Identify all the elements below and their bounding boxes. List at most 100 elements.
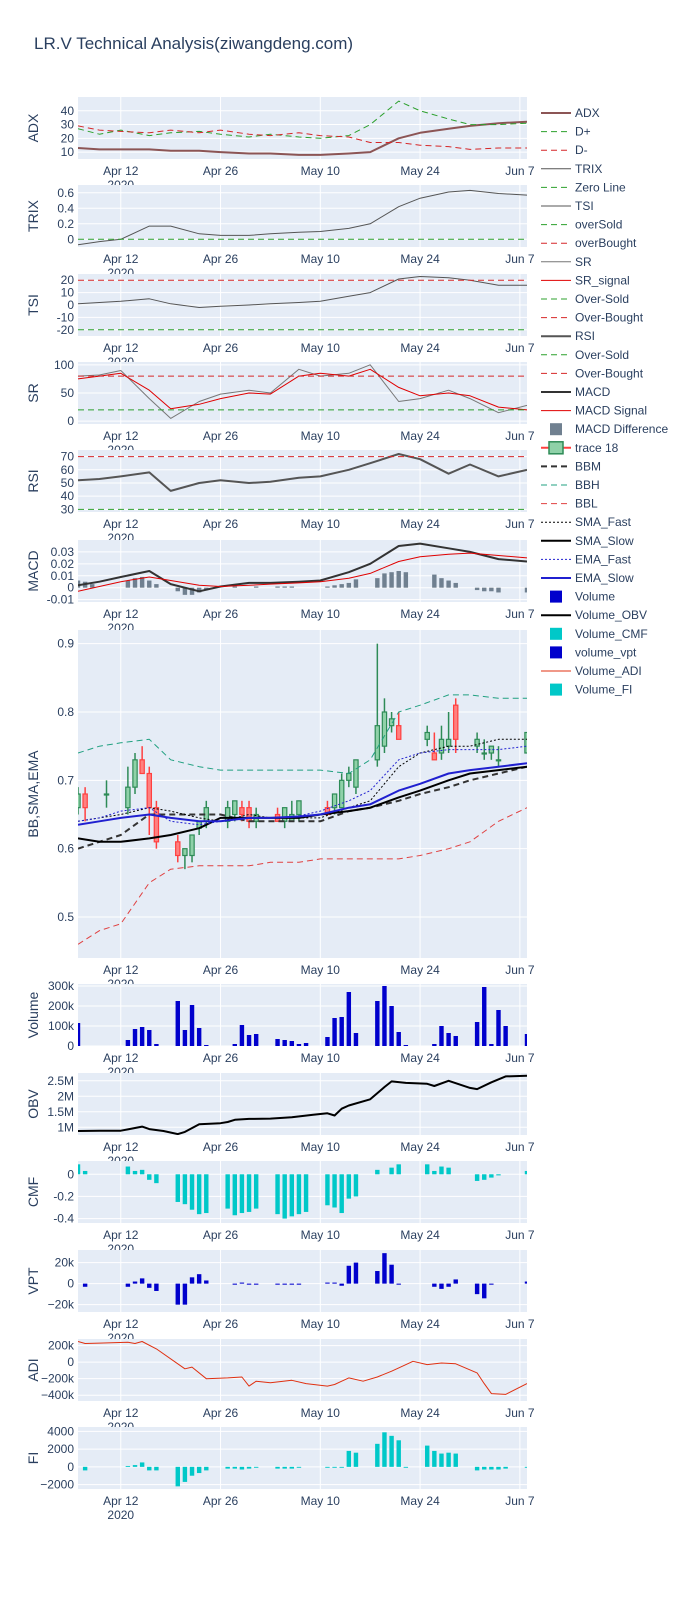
volume-cmf-bar: [524, 1170, 527, 1175]
volume-cmf-bar: [132, 1170, 138, 1175]
legend-label: Over-Sold: [575, 292, 629, 306]
fi-x-tick-label: May 24: [400, 1494, 440, 1508]
bb-sma-ema-y-tick-label: 0.5: [57, 910, 74, 924]
volume-y-tick-label: 300k: [48, 979, 75, 993]
legend-item-rsi: RSI: [541, 329, 595, 343]
adi-x-tick-label: Apr 12: [103, 1406, 139, 1420]
rsi-x-tick-label: Apr 26: [203, 517, 239, 531]
volume-bar: [446, 1033, 451, 1046]
macd-difference-bar: [489, 587, 494, 592]
macd-difference-bar: [339, 584, 344, 588]
obv-y-tick-label: 1.5M: [47, 1105, 74, 1119]
volume-fi-bar: [425, 1445, 430, 1467]
d-line: [78, 100, 527, 139]
adi-y-tick-label: 0: [67, 1355, 74, 1369]
volume-vpt-bar: [482, 1283, 487, 1299]
volume-vpt-bar: [325, 1282, 330, 1284]
rsi-x-tick-label: May 10: [301, 517, 341, 531]
legend-label: Over-Bought: [575, 311, 644, 325]
volume-bar: [125, 1040, 131, 1046]
volume-cmf-bar: [189, 1174, 195, 1210]
tsi-y-tick-label: 10: [61, 286, 75, 300]
legend-item-trace-18: trace 18: [541, 441, 619, 455]
fi-y-axis-title: FI: [25, 1452, 41, 1464]
candle-body: [281, 807, 288, 822]
volume-cmf-bar: [353, 1174, 359, 1197]
tsi-marks: [78, 276, 527, 331]
macd-x-tick-label: May 24: [400, 607, 440, 621]
volume-cmf-bar: [303, 1174, 309, 1212]
volume-fi-bar: [353, 1452, 359, 1467]
adi-x-tick-label: May 24: [400, 1406, 440, 1420]
volume-vpt-bar: [239, 1282, 245, 1284]
legend-swatch: [548, 441, 564, 455]
macd-x-tick-label: Apr 26: [203, 607, 239, 621]
obv-y-tick-label: 2.5M: [47, 1074, 74, 1088]
tsi-y-tick-label: -10: [57, 310, 75, 324]
legend-item-ema-fast: EMA_Fast: [541, 552, 632, 566]
volume-vpt-bar: [125, 1283, 131, 1287]
macd-y-tick-label: 0: [67, 581, 74, 595]
volume-y-tick-label: 0: [67, 1039, 74, 1053]
macd-line: [78, 542, 527, 593]
volume-cmf-bar: [239, 1174, 245, 1214]
volume-cmf-bar: [332, 1174, 337, 1208]
volume-fi-bar: [389, 1435, 394, 1467]
volume-bar: [339, 1017, 344, 1046]
macd-difference-bar: [439, 578, 444, 588]
macd-marks: [78, 542, 527, 595]
volume-bar: [139, 1027, 145, 1046]
sr-x-tick-label: Apr 12: [103, 429, 139, 443]
ema-fast-line: [78, 745, 527, 826]
legend-label: volume_vpt: [575, 645, 637, 659]
legend-item-over-bought: Over-Bought: [541, 366, 644, 380]
macd-difference-bar: [147, 580, 152, 588]
obv-x-tick-label: Apr 12: [103, 1140, 139, 1154]
legend-label: SR_signal: [575, 273, 630, 287]
volume-vpt-bar: [82, 1283, 88, 1287]
candle-body: [153, 807, 160, 843]
legend-label: overSold: [575, 218, 622, 232]
volume-fi-bar: [296, 1466, 302, 1468]
volume-bar: [78, 1023, 81, 1046]
volume-cmf-bar: [396, 1164, 401, 1175]
legend-swatch: [550, 683, 562, 696]
volume-cmf-bar: [439, 1166, 444, 1175]
macd-difference-bar: [154, 584, 159, 588]
obv-x-tick-label: Jun 7: [505, 1140, 535, 1154]
legend-label: D-: [575, 143, 588, 157]
tsi-x-tick-label: Apr 26: [203, 341, 239, 355]
volume-bar: [147, 1030, 152, 1046]
candle-body: [438, 738, 445, 754]
macd-difference-bar: [232, 586, 238, 588]
obv-plot-area: [78, 1073, 527, 1135]
legend-item-sr: SR: [541, 255, 592, 269]
volume-vpt-bar: [346, 1265, 352, 1284]
volume-fi-bar: [82, 1466, 88, 1471]
candle-body: [424, 731, 430, 740]
volume-fi-bar: [396, 1440, 401, 1467]
volume-vpt-bar: [353, 1262, 359, 1284]
legend-label: Volume_FI: [575, 683, 632, 697]
legend-item-oversold: overSold: [541, 218, 622, 232]
volume-bar: [196, 1028, 202, 1046]
volume-bar: [204, 1045, 209, 1046]
macd-difference-bar: [175, 587, 180, 592]
volume-vpt-bar: [446, 1283, 451, 1287]
volume-bar: [253, 1034, 259, 1046]
obv-y-axis-title: OBV: [25, 1089, 41, 1119]
rsi-x-tick-label: May 24: [400, 517, 440, 531]
volume-cmf-bar: [339, 1174, 344, 1214]
candle-body: [495, 759, 502, 762]
fi-panel: Apr 12 Apr 26 May 10 May 24 Jun 7 2020 −2000 0 2…: [25, 1424, 535, 1522]
volume-fi-bar: [382, 1432, 387, 1467]
volume-cmf-bar: [289, 1174, 295, 1217]
macd-x-tick-label: Apr 12: [103, 607, 139, 621]
rsi-panel: Apr 12 Apr 26 May 10 May 24 Jun 720203040506…: [25, 450, 535, 545]
volume-cmf-bar: [282, 1174, 287, 1219]
candle-body: [338, 779, 345, 809]
macd-panel: Apr 12 Apr 26 May 10 May 24 Jun 72020-0.0100…: [25, 540, 535, 635]
